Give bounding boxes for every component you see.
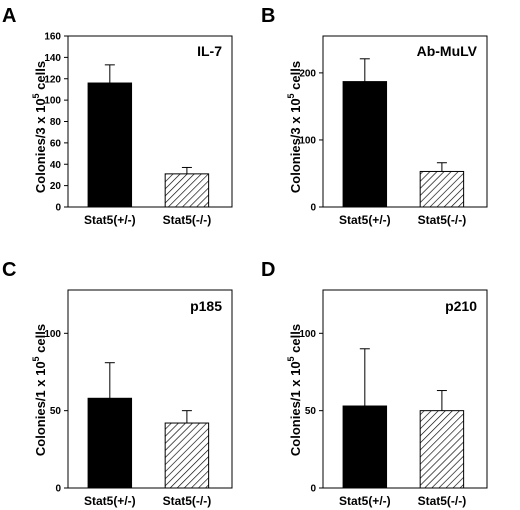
inset-label: p185 (190, 298, 222, 314)
y-axis-label: Colonies/3 x 105 cells (286, 61, 303, 193)
y-axis-label-post: cells (288, 61, 303, 94)
x-category-label: Stat5(-/-) (163, 494, 212, 508)
x-category-label: Stat5(+/-) (84, 213, 136, 227)
y-axis-label-post: cells (288, 324, 303, 357)
y-axis-label: Colonies/1 x 105 cells (31, 324, 48, 456)
y-tick-label: 100 (44, 96, 61, 107)
chart-panel-a: A IL-7 Colonies/3 x 105 cells 0 20 40 60 80 100 1… (2, 5, 233, 227)
y-axis-label-sup: 5 (31, 93, 41, 98)
bar (87, 397, 133, 489)
y-tick-label: 20 (50, 181, 62, 192)
panel-letter: D (261, 259, 275, 281)
bar (342, 81, 388, 208)
y-axis-label-pre: Colonies/3 x 10 (33, 98, 48, 193)
x-category-label: Stat5(+/-) (84, 494, 136, 508)
y-axis-label: Colonies/1 x 105 cells (286, 324, 303, 456)
y-tick-label: 50 (50, 406, 62, 417)
y-tick-label: 60 (50, 138, 62, 149)
panel-letter: A (2, 5, 16, 27)
y-axis-label-sup: 5 (286, 93, 296, 98)
y-axis-label-sup: 5 (286, 356, 296, 361)
y-tick-label: 0 (55, 484, 61, 495)
bar (87, 82, 133, 208)
y-tick-label: 0 (310, 203, 316, 214)
y-tick-label: 140 (44, 53, 61, 64)
bar (164, 173, 210, 208)
panel-letter: C (2, 259, 16, 281)
y-tick-label: 100 (299, 329, 316, 340)
bar (342, 405, 388, 489)
chart-panel-b: B Ab-MuLV Colonies/3 x 105 cells 0 100 200 Sta… (261, 5, 488, 227)
x-category-label: Stat5(-/-) (418, 213, 467, 227)
plot-frame (322, 289, 488, 489)
y-tick-label: 120 (44, 74, 61, 85)
bar (419, 170, 465, 208)
x-category-label: Stat5(+/-) (339, 213, 391, 227)
inset-label: Ab-MuLV (417, 43, 478, 59)
x-category-label: Stat5(-/-) (418, 494, 467, 508)
y-tick-label: 100 (299, 135, 316, 146)
plot-frame (67, 289, 233, 489)
x-category-label: Stat5(-/-) (163, 213, 212, 227)
y-axis-label-pre: Colonies/1 x 10 (33, 361, 48, 456)
inset-label: IL-7 (197, 43, 222, 59)
y-tick-label: 50 (305, 406, 317, 417)
y-tick-label: 40 (50, 160, 62, 171)
y-axis-label-sup: 5 (31, 356, 41, 361)
y-axis-label: Colonies/3 x 105 cells (31, 61, 48, 193)
y-tick-label: 160 (44, 32, 61, 43)
y-tick-label: 200 (299, 68, 316, 79)
y-axis-label-post: cells (33, 61, 48, 94)
y-tick-label: 0 (55, 203, 61, 214)
bar (164, 422, 210, 489)
y-axis-label-pre: Colonies/3 x 10 (288, 98, 303, 193)
plot-frame (322, 35, 488, 208)
y-tick-label: 80 (50, 117, 62, 128)
y-axis-label-post: cells (33, 324, 48, 357)
y-axis-label-pre: Colonies/1 x 10 (288, 361, 303, 456)
y-tick-label: 0 (310, 484, 316, 495)
panel-letter: B (261, 5, 275, 27)
bar (419, 410, 465, 489)
x-category-label: Stat5(+/-) (339, 494, 391, 508)
inset-label: p210 (445, 298, 477, 314)
y-tick-label: 100 (44, 329, 61, 340)
